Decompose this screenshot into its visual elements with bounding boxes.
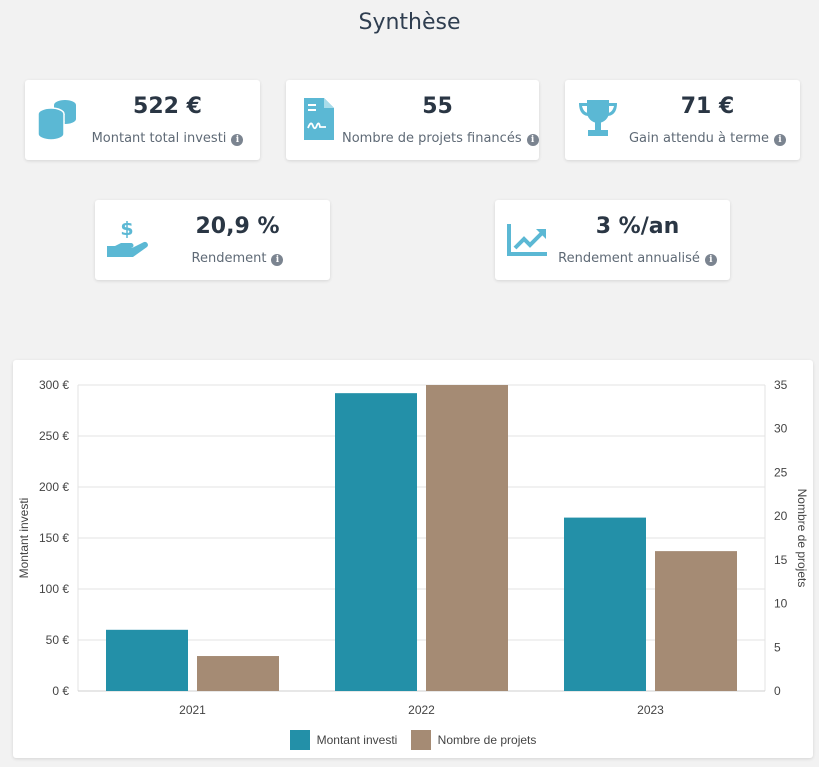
annualized-yield-value: 3 %/an <box>595 214 680 239</box>
projects-funded-value: 55 <box>422 94 453 119</box>
y2-tick-label: 30 <box>774 422 788 436</box>
y2-tick-label: 10 <box>774 597 788 611</box>
x-tick-label: 2021 <box>179 703 206 717</box>
y2-tick-label: 5 <box>774 640 781 654</box>
legend-swatch-amount <box>289 730 310 750</box>
y2-tick-label: 15 <box>774 553 788 567</box>
bar-projects-2022 <box>426 385 508 691</box>
investment-bar-chart: 0 € 50 € 100 € 150 € 200 € 250 € 300 € 0 5 10 15 20… <box>17 378 809 717</box>
x-tick-label: 2022 <box>408 703 435 717</box>
bar-amount-2023 <box>564 517 646 691</box>
yield-label: Rendement i <box>151 251 324 266</box>
expected-gain-label: Gain attendu à terme i <box>621 131 794 146</box>
y2-axis-title: Nombre de projets <box>795 489 809 588</box>
info-icon[interactable]: i <box>231 134 244 146</box>
stat-card-expected-gain: 71 € Gain attendu à terme i <box>565 80 800 160</box>
legend-swatch-projects <box>410 730 431 750</box>
bar-projects-2021 <box>197 656 279 691</box>
svg-text:$: $ <box>120 218 133 240</box>
info-icon[interactable]: i <box>271 254 284 266</box>
y2-tick-label: 25 <box>774 465 788 479</box>
bar-amount-2022 <box>335 393 417 691</box>
legend-item-projects[interactable]: Nombre de projets <box>410 730 537 750</box>
yield-value: 20,9 % <box>195 214 280 239</box>
stat-card-projects-funded: 55 Nombre de projets financés i <box>286 80 539 160</box>
info-icon[interactable]: i <box>704 254 717 266</box>
y-axis-title: Montant investi <box>17 498 31 579</box>
annualized-yield-label: Rendement annualisé i <box>551 251 724 266</box>
coins-icon <box>37 100 76 141</box>
trophy-icon <box>579 100 617 136</box>
chart-legend: Montant investi Nombre de projets <box>13 730 813 753</box>
stat-card-annualized-yield: 3 %/an Rendement annualisé i <box>495 200 730 280</box>
page-title: Synthèse <box>358 10 461 35</box>
legend-label-amount: Montant investi <box>316 733 398 747</box>
x-tick-label: 2023 <box>637 703 664 717</box>
y2-tick-label: 35 <box>774 378 788 392</box>
y2-tick-label: 0 <box>774 684 781 698</box>
y-tick-label: 200 € <box>39 480 69 494</box>
y-tick-label: 100 € <box>39 582 69 596</box>
investment-chart-panel: 0 € 50 € 100 € 150 € 200 € 250 € 300 € 0 5 10 15 20… <box>13 360 813 758</box>
document-icon <box>304 98 334 140</box>
info-icon[interactable]: i <box>774 134 787 146</box>
y-tick-label: 0 € <box>52 684 69 698</box>
y2-tick-label: 20 <box>774 509 788 523</box>
info-icon[interactable]: i <box>526 134 539 146</box>
stat-card-yield: $ 20,9 % Rendement i <box>95 200 330 280</box>
y-tick-label: 250 € <box>39 429 69 443</box>
hand-dollar-icon: $ <box>107 218 148 257</box>
total-invested-value: 522 € <box>133 94 202 119</box>
trend-chart-icon <box>507 224 547 256</box>
total-invested-label: Montant total investi i <box>81 131 254 146</box>
bar-projects-2023 <box>655 551 737 691</box>
projects-funded-label: Nombre de projets financés i <box>342 131 539 146</box>
y-tick-label: 150 € <box>39 531 69 545</box>
legend-item-amount[interactable]: Montant investi <box>289 730 398 750</box>
bar-amount-2021 <box>106 629 188 691</box>
y-tick-label: 300 € <box>39 378 69 392</box>
y-tick-label: 50 € <box>46 633 70 647</box>
legend-label-projects: Nombre de projets <box>437 733 537 747</box>
expected-gain-value: 71 € <box>680 94 735 119</box>
stat-card-total-invested: 522 € Montant total investi i <box>25 80 260 160</box>
